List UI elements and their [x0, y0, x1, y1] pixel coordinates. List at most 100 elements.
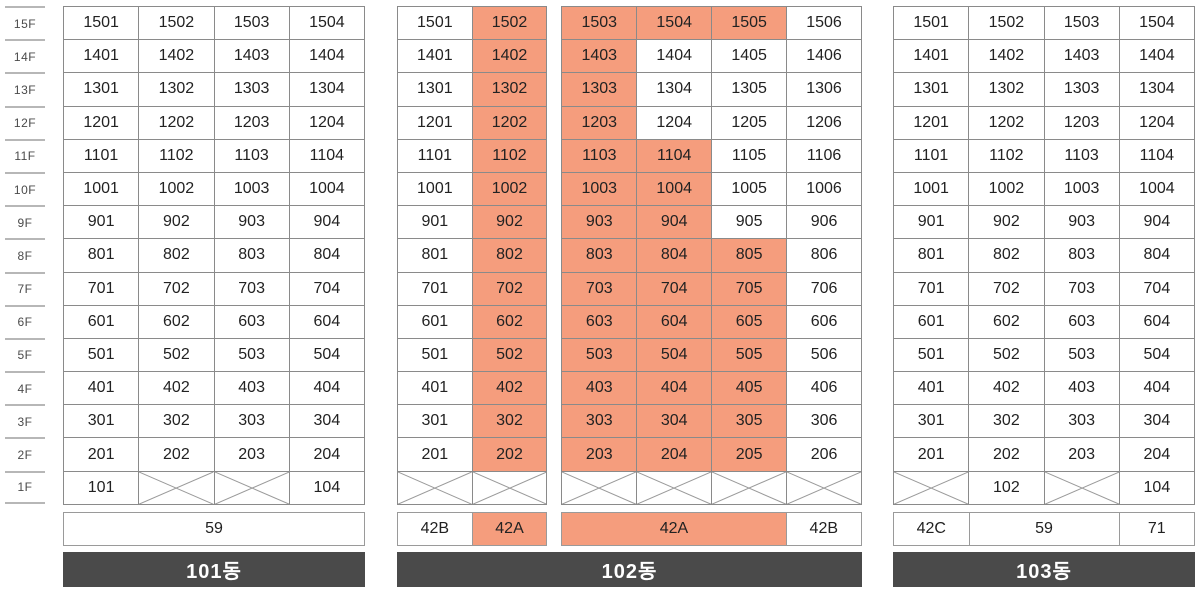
unit-cell-102-306[interactable]: 306 [787, 405, 862, 439]
unit-cell-101-504[interactable]: 504 [289, 338, 365, 373]
unit-cell-102-205[interactable]: 205 [712, 438, 788, 472]
unit-cell-101-1202[interactable]: 1202 [139, 106, 215, 140]
unit-cell-103-1101[interactable]: 1101 [894, 139, 970, 173]
unit-cell-102-1301[interactable]: 1301 [398, 73, 473, 107]
unit-cell-101-1402[interactable]: 1402 [139, 40, 215, 74]
unit-cell-103-304[interactable]: 304 [1119, 405, 1195, 439]
unit-cell-102-405[interactable]: 405 [712, 372, 788, 406]
unit-cell-101-1102[interactable]: 1102 [139, 139, 215, 173]
unit-cell-103-202[interactable]: 202 [969, 438, 1045, 472]
unit-cell-101-201[interactable]: 201 [64, 438, 140, 472]
unit-cell-101-1304[interactable]: 1304 [289, 73, 365, 107]
unit-cell-103-404[interactable]: 404 [1119, 372, 1195, 406]
unit-cell-101-1503[interactable]: 1503 [214, 7, 290, 41]
unit-cell-101-603[interactable]: 603 [214, 305, 290, 339]
unit-cell-103-702[interactable]: 702 [969, 272, 1045, 306]
unit-cell-103-1103[interactable]: 1103 [1044, 139, 1120, 173]
unit-cell-101-1101[interactable]: 1101 [64, 139, 140, 173]
unit-cell-101-602[interactable]: 602 [139, 305, 215, 339]
unit-cell-102-704[interactable]: 704 [637, 272, 713, 306]
unit-cell-102-1305[interactable]: 1305 [712, 73, 788, 107]
unit-cell-102-903[interactable]: 903 [562, 206, 638, 240]
unit-cell-103-1003[interactable]: 1003 [1044, 172, 1120, 207]
unit-cell-102-702[interactable]: 702 [472, 272, 548, 306]
unit-cell-101-204[interactable]: 204 [289, 438, 365, 472]
unit-cell-102-703[interactable]: 703 [562, 272, 638, 306]
unit-cell-102-902[interactable]: 902 [472, 206, 548, 240]
unit-cell-102-403[interactable]: 403 [562, 372, 638, 406]
unit-cell-103-1504[interactable]: 1504 [1119, 7, 1195, 41]
unit-cell-102-1404[interactable]: 1404 [637, 40, 713, 74]
unit-cell-103-1203[interactable]: 1203 [1044, 106, 1120, 140]
unit-cell-101-804[interactable]: 804 [289, 239, 365, 273]
unit-cell-103-801[interactable]: 801 [894, 239, 970, 273]
unit-cell-101-801[interactable]: 801 [64, 239, 140, 273]
unit-cell-101-402[interactable]: 402 [139, 372, 215, 406]
unit-cell-102-1206[interactable]: 1206 [787, 106, 862, 140]
unit-cell-102-301[interactable]: 301 [398, 405, 473, 439]
unit-cell-103-804[interactable]: 804 [1119, 239, 1195, 273]
unit-cell-102-605[interactable]: 605 [712, 305, 788, 339]
unit-cell-102-1501[interactable]: 1501 [398, 7, 473, 41]
unit-cell-101-1303[interactable]: 1303 [214, 73, 290, 107]
unit-cell-102-1105[interactable]: 1105 [712, 139, 788, 173]
unit-cell-102-1304[interactable]: 1304 [637, 73, 713, 107]
unit-cell-102-1306[interactable]: 1306 [787, 73, 862, 107]
unit-cell-103-1301[interactable]: 1301 [894, 73, 970, 107]
unit-cell-103-1502[interactable]: 1502 [969, 7, 1045, 41]
unit-cell-101-703[interactable]: 703 [214, 272, 290, 306]
unit-cell-103-301[interactable]: 301 [894, 405, 970, 439]
unit-cell-103-1204[interactable]: 1204 [1119, 106, 1195, 140]
unit-cell-103-502[interactable]: 502 [969, 338, 1045, 373]
unit-cell-101-202[interactable]: 202 [139, 438, 215, 472]
unit-cell-101-302[interactable]: 302 [139, 405, 215, 439]
unit-cell-103-1404[interactable]: 1404 [1119, 40, 1195, 74]
unit-cell-103-1102[interactable]: 1102 [969, 139, 1045, 173]
unit-cell-103-403[interactable]: 403 [1044, 372, 1120, 406]
unit-cell-101-404[interactable]: 404 [289, 372, 365, 406]
unit-cell-101-902[interactable]: 902 [139, 206, 215, 240]
unit-cell-103-902[interactable]: 902 [969, 206, 1045, 240]
unit-cell-101-101[interactable]: 101 [64, 471, 140, 505]
unit-cell-102-1004[interactable]: 1004 [637, 172, 713, 207]
unit-cell-101-301[interactable]: 301 [64, 405, 140, 439]
unit-cell-102-1001[interactable]: 1001 [398, 172, 473, 207]
unit-cell-102-1505[interactable]: 1505 [712, 7, 788, 41]
unit-cell-102-305[interactable]: 305 [712, 405, 788, 439]
unit-cell-103-803[interactable]: 803 [1044, 239, 1120, 273]
unit-cell-103-401[interactable]: 401 [894, 372, 970, 406]
unit-cell-103-1302[interactable]: 1302 [969, 73, 1045, 107]
unit-cell-101-901[interactable]: 901 [64, 206, 140, 240]
unit-cell-102-602[interactable]: 602 [472, 305, 548, 339]
unit-cell-102-304[interactable]: 304 [637, 405, 713, 439]
unit-cell-101-1404[interactable]: 1404 [289, 40, 365, 74]
unit-cell-102-402[interactable]: 402 [472, 372, 548, 406]
unit-cell-103-1501[interactable]: 1501 [894, 7, 970, 41]
unit-cell-102-1303[interactable]: 1303 [562, 73, 638, 107]
unit-cell-102-705[interactable]: 705 [712, 272, 788, 306]
unit-cell-103-1001[interactable]: 1001 [894, 172, 970, 207]
unit-cell-103-1002[interactable]: 1002 [969, 172, 1045, 207]
unit-cell-102-801[interactable]: 801 [398, 239, 473, 273]
unit-cell-103-1104[interactable]: 1104 [1119, 139, 1195, 173]
unit-cell-102-1405[interactable]: 1405 [712, 40, 788, 74]
unit-cell-101-1104[interactable]: 1104 [289, 139, 365, 173]
unit-cell-102-1104[interactable]: 1104 [637, 139, 713, 173]
unit-cell-102-1002[interactable]: 1002 [472, 172, 548, 207]
unit-cell-102-1203[interactable]: 1203 [562, 106, 638, 140]
unit-cell-103-802[interactable]: 802 [969, 239, 1045, 273]
unit-cell-102-706[interactable]: 706 [787, 272, 862, 306]
unit-cell-102-406[interactable]: 406 [787, 372, 862, 406]
unit-cell-102-1005[interactable]: 1005 [712, 172, 788, 207]
unit-cell-102-1102[interactable]: 1102 [472, 139, 548, 173]
unit-cell-102-805[interactable]: 805 [712, 239, 788, 273]
unit-cell-101-1203[interactable]: 1203 [214, 106, 290, 140]
unit-cell-102-501[interactable]: 501 [398, 338, 473, 373]
unit-cell-101-701[interactable]: 701 [64, 272, 140, 306]
unit-cell-101-704[interactable]: 704 [289, 272, 365, 306]
unit-cell-101-803[interactable]: 803 [214, 239, 290, 273]
unit-cell-103-602[interactable]: 602 [969, 305, 1045, 339]
unit-cell-102-1406[interactable]: 1406 [787, 40, 862, 74]
unit-cell-103-901[interactable]: 901 [894, 206, 970, 240]
unit-cell-103-504[interactable]: 504 [1119, 338, 1195, 373]
